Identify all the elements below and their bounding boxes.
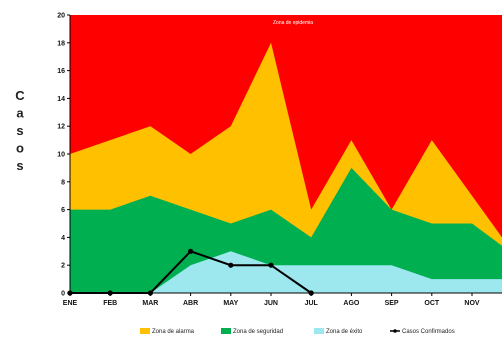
x-tick-label: MAR bbox=[142, 300, 158, 307]
legend-label: Casos Confirmados bbox=[402, 329, 455, 335]
legend-point-marker bbox=[393, 329, 397, 333]
plot-area bbox=[67, 15, 502, 296]
epidemic-zone-annotation: Zona de epidemia bbox=[273, 20, 313, 26]
legend-label: Zona de alarma bbox=[152, 329, 195, 335]
confirmed-cases-point bbox=[268, 262, 274, 268]
y-axis-label: Casos bbox=[15, 88, 25, 173]
y-tick-label: 6 bbox=[61, 207, 65, 214]
x-tick-label: FEB bbox=[103, 300, 117, 307]
x-tick-label: MAY bbox=[223, 300, 238, 307]
zona-de-exito-area bbox=[70, 251, 502, 293]
legend-label: Zona de seguridad bbox=[233, 329, 283, 335]
x-tick-label: SEP bbox=[385, 300, 399, 307]
y-axis-label-char: s bbox=[16, 158, 23, 173]
y-tick-label: 4 bbox=[61, 235, 65, 242]
x-tick-label: ABR bbox=[183, 300, 198, 307]
y-tick-label: 16 bbox=[57, 68, 65, 75]
y-tick-label: 0 bbox=[61, 291, 65, 298]
legend: Zona de alarma Zona de seguridad Zona de é… bbox=[140, 328, 455, 335]
x-tick-label: JUL bbox=[305, 300, 319, 307]
x-tick-label: OCT bbox=[424, 300, 440, 307]
y-axis-label-char: a bbox=[16, 106, 24, 121]
y-tick-label: 8 bbox=[61, 179, 65, 186]
legend-label: Zona de éxito bbox=[326, 329, 363, 335]
y-axis-label-char: C bbox=[15, 88, 25, 103]
y-tick-label: 20 bbox=[57, 13, 65, 20]
confirmed-cases-point bbox=[228, 262, 234, 268]
x-tick-label: ENE bbox=[63, 300, 78, 307]
axes: 0 2 4 6 8 10 12 14 16 18 20 ENE FEB MAR ABR MAY JUN JUL AG… bbox=[57, 13, 502, 307]
y-tick-label: 18 bbox=[57, 40, 65, 47]
y-axis-label-char: o bbox=[16, 141, 24, 156]
confirmed-cases-point bbox=[188, 248, 194, 254]
y-axis-label-char: s bbox=[16, 123, 23, 138]
y-tick-label: 14 bbox=[57, 96, 65, 103]
y-tick-label: 12 bbox=[57, 124, 65, 131]
x-tick-label: NOV bbox=[464, 300, 480, 307]
legend-swatch bbox=[140, 328, 150, 334]
x-tick-label: JUN bbox=[264, 300, 278, 307]
y-tick-label: 10 bbox=[57, 152, 65, 159]
y-tick-label: 2 bbox=[61, 263, 65, 270]
zona-de-seguridad-area bbox=[70, 167, 502, 293]
legend-swatch bbox=[314, 328, 324, 334]
x-tick-label: AGO bbox=[343, 300, 360, 307]
legend-swatch bbox=[221, 328, 231, 334]
